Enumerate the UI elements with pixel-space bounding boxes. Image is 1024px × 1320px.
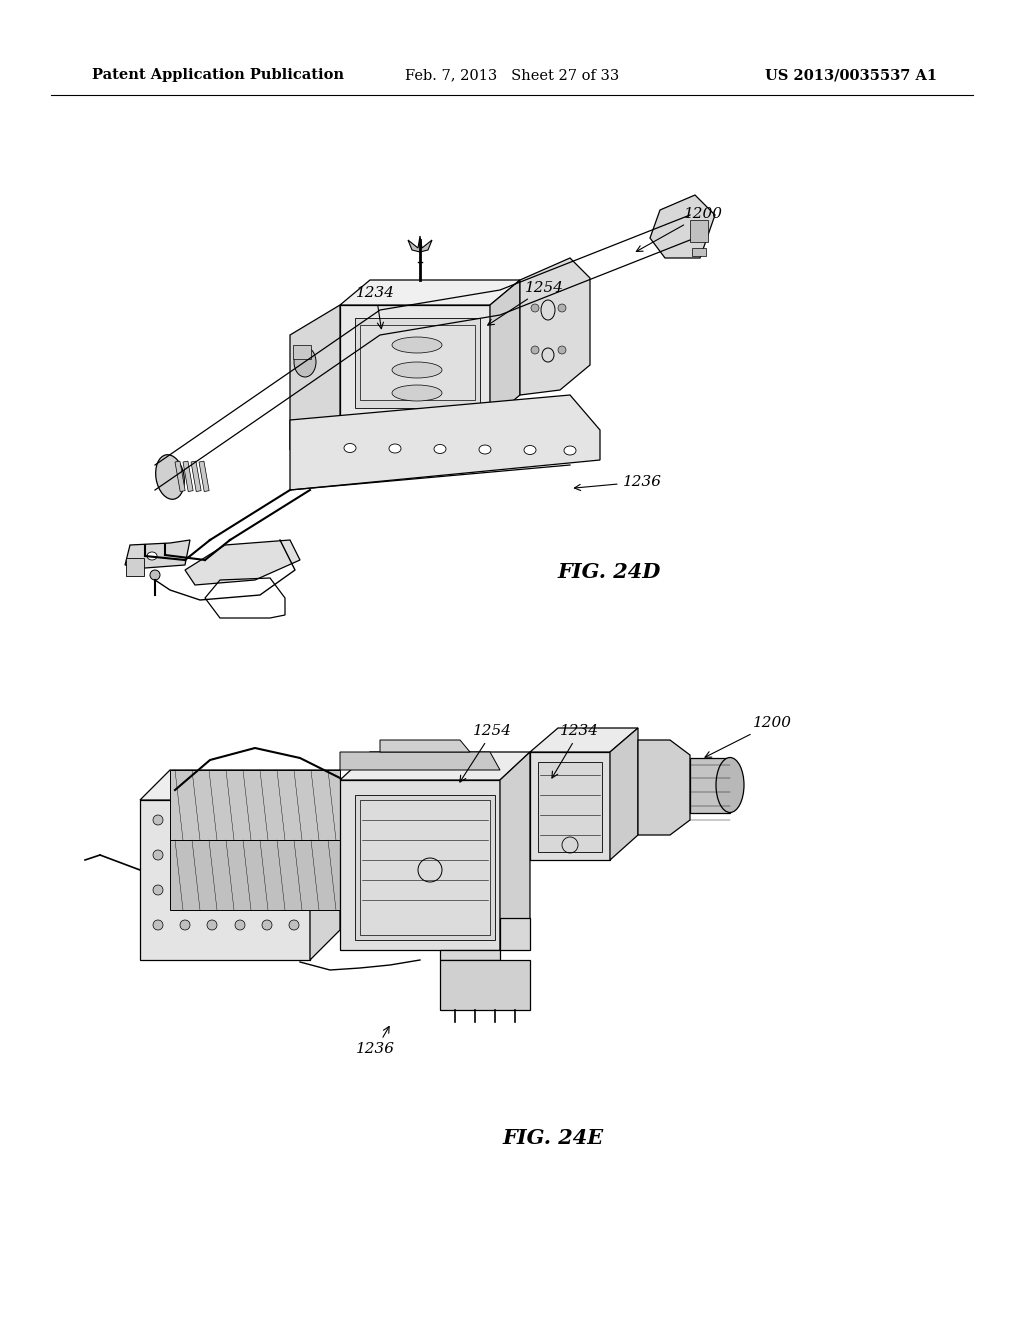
- Ellipse shape: [262, 850, 272, 861]
- Polygon shape: [360, 325, 475, 400]
- Bar: [293, 345, 311, 359]
- Ellipse shape: [289, 814, 299, 825]
- Polygon shape: [500, 752, 530, 950]
- Polygon shape: [290, 305, 340, 450]
- Ellipse shape: [389, 444, 401, 453]
- Polygon shape: [490, 280, 520, 420]
- Ellipse shape: [207, 850, 217, 861]
- Ellipse shape: [392, 337, 442, 352]
- Ellipse shape: [153, 850, 163, 861]
- Text: 1200: 1200: [636, 207, 723, 252]
- Polygon shape: [125, 540, 190, 568]
- Ellipse shape: [156, 454, 184, 499]
- Ellipse shape: [289, 884, 299, 895]
- Ellipse shape: [234, 920, 245, 931]
- Ellipse shape: [262, 920, 272, 931]
- Polygon shape: [185, 540, 300, 585]
- Polygon shape: [310, 770, 340, 960]
- Polygon shape: [355, 318, 480, 408]
- Polygon shape: [340, 752, 530, 780]
- Ellipse shape: [207, 814, 217, 825]
- Polygon shape: [340, 280, 520, 305]
- Polygon shape: [340, 305, 490, 420]
- Text: 1234: 1234: [552, 725, 599, 777]
- Ellipse shape: [660, 209, 683, 247]
- Polygon shape: [170, 770, 340, 840]
- Circle shape: [531, 346, 539, 354]
- Bar: [191, 461, 201, 491]
- Ellipse shape: [234, 884, 245, 895]
- Polygon shape: [290, 395, 600, 490]
- Ellipse shape: [180, 814, 190, 825]
- Polygon shape: [638, 741, 690, 836]
- Ellipse shape: [262, 814, 272, 825]
- Polygon shape: [340, 752, 500, 770]
- Text: FIG. 24D: FIG. 24D: [558, 561, 660, 582]
- Text: 1236: 1236: [356, 1027, 395, 1056]
- Ellipse shape: [234, 850, 245, 861]
- Ellipse shape: [234, 814, 245, 825]
- Polygon shape: [650, 195, 715, 257]
- Ellipse shape: [180, 884, 190, 895]
- Text: 1254: 1254: [460, 725, 512, 781]
- Ellipse shape: [180, 850, 190, 861]
- Ellipse shape: [150, 570, 160, 579]
- Ellipse shape: [294, 347, 316, 378]
- Ellipse shape: [207, 884, 217, 895]
- Ellipse shape: [153, 814, 163, 825]
- Ellipse shape: [153, 884, 163, 895]
- Text: 1200: 1200: [706, 717, 792, 758]
- Ellipse shape: [147, 552, 157, 560]
- Ellipse shape: [392, 362, 442, 378]
- Ellipse shape: [716, 758, 744, 813]
- Polygon shape: [380, 741, 470, 752]
- Polygon shape: [408, 236, 432, 252]
- Circle shape: [558, 304, 566, 312]
- Circle shape: [531, 304, 539, 312]
- Ellipse shape: [392, 385, 442, 401]
- Polygon shape: [355, 795, 495, 940]
- Text: Feb. 7, 2013   Sheet 27 of 33: Feb. 7, 2013 Sheet 27 of 33: [404, 69, 620, 82]
- Ellipse shape: [479, 445, 490, 454]
- Polygon shape: [440, 960, 530, 1010]
- Ellipse shape: [207, 920, 217, 931]
- Text: Patent Application Publication: Patent Application Publication: [92, 69, 344, 82]
- Polygon shape: [360, 800, 490, 935]
- Ellipse shape: [289, 850, 299, 861]
- Polygon shape: [340, 780, 500, 950]
- Ellipse shape: [289, 920, 299, 931]
- Polygon shape: [520, 257, 590, 395]
- Ellipse shape: [262, 884, 272, 895]
- Polygon shape: [530, 729, 638, 752]
- Bar: [199, 461, 209, 491]
- Text: US 2013/0035537 A1: US 2013/0035537 A1: [765, 69, 937, 82]
- Polygon shape: [170, 840, 340, 909]
- Polygon shape: [440, 917, 530, 960]
- Bar: [183, 461, 194, 491]
- Bar: [175, 461, 185, 491]
- Bar: [126, 558, 144, 576]
- Ellipse shape: [434, 445, 446, 454]
- Text: 1254: 1254: [487, 281, 564, 325]
- Polygon shape: [530, 752, 610, 861]
- Text: 1234: 1234: [356, 286, 395, 329]
- Ellipse shape: [524, 446, 536, 454]
- Polygon shape: [140, 800, 310, 960]
- Polygon shape: [140, 770, 340, 800]
- Bar: [690, 220, 708, 242]
- Text: FIG. 24E: FIG. 24E: [503, 1127, 603, 1148]
- Polygon shape: [610, 729, 638, 861]
- Ellipse shape: [344, 444, 356, 453]
- Ellipse shape: [564, 446, 575, 455]
- Circle shape: [558, 346, 566, 354]
- Bar: [692, 248, 706, 256]
- Ellipse shape: [153, 920, 163, 931]
- Ellipse shape: [180, 920, 190, 931]
- Text: 1236: 1236: [574, 475, 662, 491]
- Bar: [690, 758, 730, 813]
- Polygon shape: [538, 762, 602, 851]
